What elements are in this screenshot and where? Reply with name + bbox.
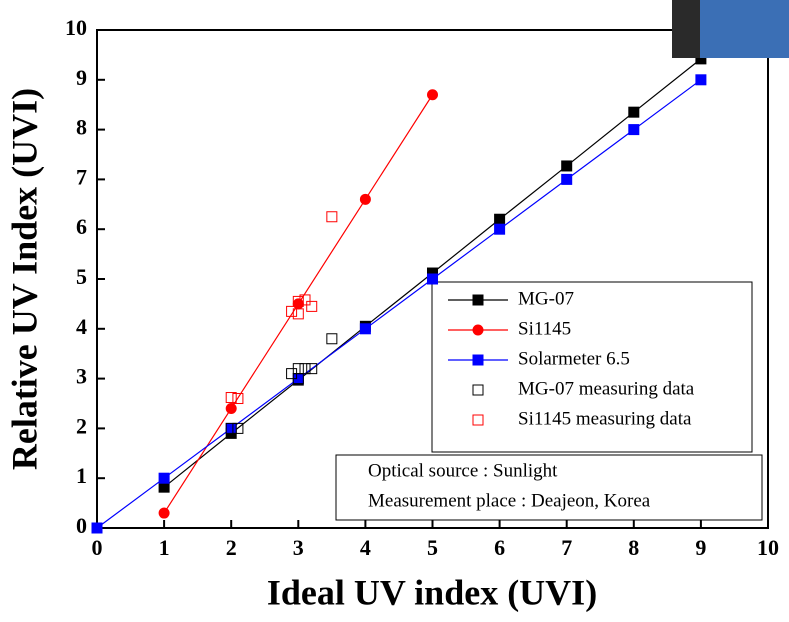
legend-label: Solarmeter 6.5 [518, 348, 630, 369]
marker [158, 507, 170, 519]
annotation-box [335, 454, 763, 521]
marker [292, 295, 304, 307]
legend-marker [472, 324, 484, 336]
marker [628, 106, 640, 118]
legend-marker [472, 384, 484, 396]
photo-inset-part [672, 0, 700, 58]
y-tick-label: 3 [76, 364, 87, 389]
marker [232, 422, 244, 434]
marker [628, 124, 640, 136]
marker [306, 363, 318, 375]
marker [225, 422, 237, 434]
marker [326, 211, 338, 223]
x-tick-label: 7 [561, 535, 572, 560]
marker [158, 472, 170, 484]
y-tick-label: 0 [76, 513, 87, 538]
y-tick-label: 7 [76, 164, 87, 189]
legend-marker [472, 354, 484, 366]
marker [232, 393, 244, 405]
legend-marker [472, 294, 484, 306]
marker [299, 294, 311, 306]
marker [225, 402, 237, 414]
legend-label: Si1145 measuring data [518, 408, 692, 429]
marker [225, 392, 237, 404]
marker [306, 300, 318, 312]
x-tick-label: 8 [628, 535, 639, 560]
y-tick-label: 6 [76, 214, 87, 239]
y-tick-label: 10 [65, 15, 87, 40]
y-tick-label: 5 [76, 264, 87, 289]
x-tick-label: 1 [159, 535, 170, 560]
annotation: Measurement place : Deajeon, Korea [368, 490, 651, 511]
x-tick-label: 0 [92, 535, 103, 560]
marker [299, 363, 311, 375]
marker [427, 273, 438, 285]
x-tick-label: 4 [360, 535, 371, 560]
legend-label: MG-07 [518, 288, 574, 309]
x-tick-label: 2 [226, 535, 237, 560]
legend-label: MG-07 measuring data [518, 378, 695, 399]
marker [292, 373, 304, 385]
marker [494, 213, 506, 225]
x-tick-label: 9 [695, 535, 706, 560]
marker [561, 173, 573, 185]
annotation: Optical source : Sunlight [368, 460, 558, 481]
plot-area: 0 1 2 3 4 5 6 7 8 9 10 0 1 2 3 4 5 6 7 8 9 10 [65, 15, 779, 560]
x-tick-label: 6 [494, 535, 505, 560]
y-tick-label: 2 [76, 413, 87, 438]
series-line [96, 79, 702, 529]
y-tick-label: 8 [76, 115, 87, 140]
marker [326, 333, 338, 345]
marker [561, 160, 573, 172]
legend-box [431, 281, 753, 453]
x-tick-label: 10 [757, 535, 779, 560]
marker [695, 74, 707, 86]
legend-label: Si1145 [518, 318, 571, 339]
y-axis-label: Relative UV Index (UVI) [4, 88, 44, 470]
y-tick-label: 4 [76, 314, 87, 339]
marker [286, 305, 298, 317]
marker [494, 223, 506, 235]
y-tick-label: 9 [76, 65, 87, 90]
marker [427, 89, 438, 101]
legend-marker [472, 414, 484, 426]
x-axis-label: Ideal UV index (UVI) [267, 572, 597, 612]
y-tick-label: 1 [76, 463, 87, 488]
x-tick-label: 3 [293, 535, 304, 560]
marker [292, 308, 304, 320]
x-tick-label: 5 [427, 535, 438, 560]
marker [359, 193, 371, 205]
marker [91, 522, 103, 534]
marker [359, 323, 371, 335]
